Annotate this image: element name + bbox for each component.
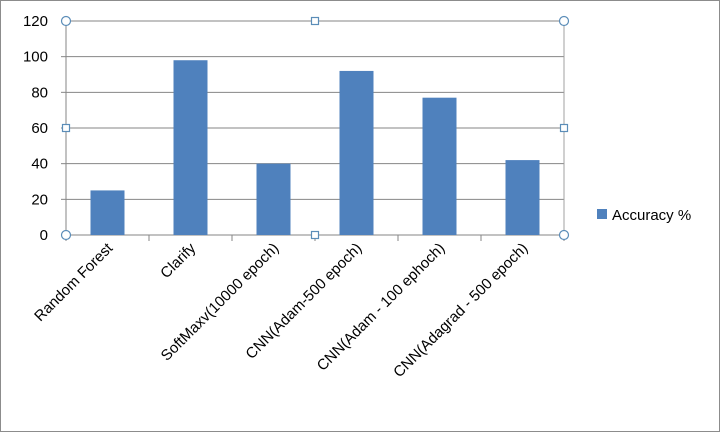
y-tick-label: 20: [31, 191, 48, 208]
x-category-label: Clarify: [157, 239, 199, 281]
y-tick-label: 40: [31, 156, 48, 173]
corner-resize-handle[interactable]: [558, 229, 570, 241]
bar[interactable]: [173, 60, 208, 235]
legend: Accuracy %: [597, 207, 691, 224]
bar[interactable]: [256, 163, 291, 235]
bar[interactable]: [505, 160, 540, 235]
bar[interactable]: [422, 97, 457, 235]
legend-label-accuracy: Accuracy %: [612, 207, 691, 224]
corner-resize-handle[interactable]: [60, 15, 72, 27]
edge-resize-handle[interactable]: [310, 230, 320, 240]
edge-resize-handle[interactable]: [61, 123, 71, 133]
y-axis-tick-labels: 0 20 40 60 80 100 120: [23, 13, 48, 244]
y-tick-label: 0: [40, 227, 48, 244]
y-tick-label: 120: [23, 13, 48, 30]
bar[interactable]: [90, 190, 125, 235]
corner-resize-handle[interactable]: [558, 15, 570, 27]
bar[interactable]: [339, 70, 374, 235]
edge-resize-handle[interactable]: [310, 16, 320, 26]
corner-resize-handle[interactable]: [60, 229, 72, 241]
y-tick-label: 100: [23, 49, 48, 66]
axes: [61, 20, 565, 241]
x-category-label: Random Forest: [31, 239, 117, 325]
edge-resize-handle[interactable]: [559, 123, 569, 133]
y-tick-label: 80: [31, 84, 48, 101]
legend-swatch-accuracy: [597, 209, 607, 219]
bars: [90, 60, 540, 235]
selection-handles[interactable]: [60, 15, 570, 241]
x-category-label: CNN(Adagrad - 500 epoch): [390, 240, 531, 381]
y-tick-label: 60: [31, 120, 48, 137]
gridlines: [66, 20, 564, 200]
